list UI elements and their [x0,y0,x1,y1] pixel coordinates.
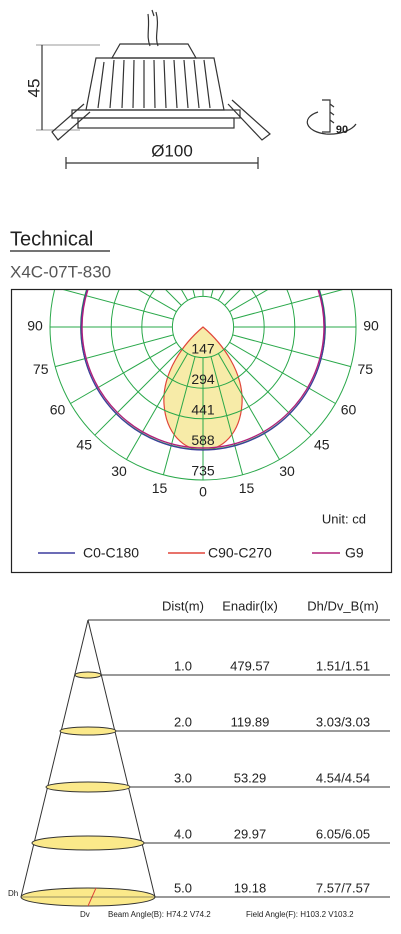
table-cell: 2.0 [174,714,192,729]
polar-labels: 90 75 60 45 30 15 15 30 45 60 75 90 0 147 294 441 588 735 [27,318,379,500]
table-cell: 479.57 [230,658,270,673]
polar-spoke [232,334,351,368]
beam-spot [31,835,145,851]
angle-label: 90 [27,318,43,334]
intensity-label: 441 [191,402,215,418]
polar-spoke [55,334,174,368]
angle-label: 60 [341,402,357,418]
angle-label: 60 [50,402,66,418]
dv-label: Dv [80,910,90,919]
height-label: 45 [24,79,43,98]
legend: C0-C180 C90-C270 G9 [38,545,364,561]
lamp-top [110,43,198,59]
light-cone [20,619,156,898]
illuminance-table: Dist(m) Enadir(lx) Dh/Dv_B(m) 1.0 479.57 1.51… [20,598,390,907]
angle-label: 30 [111,463,127,479]
intensity-label: 147 [191,340,215,356]
angle-label: 15 [239,480,255,496]
tilt-icon [322,99,335,133]
legend-label: G9 [345,545,364,561]
table-cell: 6.05/6.05 [316,826,370,841]
legend-label: C0-C180 [83,545,139,561]
table-cell: 1.51/1.51 [316,658,370,673]
angle-label: 75 [357,361,373,377]
polar-spoke [224,290,241,306]
table-cell: 7.57/7.57 [316,880,370,895]
angle-label: 0 [199,484,207,500]
angle-label: 30 [279,463,295,479]
polar-frame [10,288,393,574]
table-cell: 119.89 [231,714,270,729]
polar-spoke [70,341,177,404]
fins [97,59,211,109]
polar-spoke [126,353,189,460]
legend-label: C90-C270 [208,545,272,561]
table-cell: 3.03/3.03 [316,714,370,729]
intensity-label: 294 [191,371,215,387]
beam-spot [74,671,102,679]
polar-spoke [217,290,225,301]
table-cell: 4.0 [174,826,192,841]
beam-angle: Beam Angle(B): H74.2 V74.2 [108,910,211,919]
angle-label: 15 [152,480,168,496]
intensity-label: 588 [191,432,215,448]
angle-label: 90 [363,318,379,334]
unit-label: Unit: cd [322,511,366,526]
table-cell: 19.18 [234,880,267,895]
table-cell: 29.97 [234,826,267,841]
angle-label: 75 [33,361,49,377]
wires [147,9,159,47]
column-header: Dist(m) [162,598,204,613]
polar-spoke [232,290,344,320]
polar-spoke [62,290,174,320]
tilt-label: 90 [336,124,348,136]
dh-label: Dh [8,889,18,898]
polar-spoke [210,290,214,298]
intensity-label: 735 [191,463,215,479]
product-drawing [36,9,357,169]
polar-spoke [137,290,177,313]
column-header: Dh/Dv_B(m) [307,598,379,613]
angle-label: 45 [314,436,330,452]
table-cell: 3.0 [174,770,192,785]
c0-distribution [80,290,326,451]
tilt-arrow [306,111,357,135]
polar-spoke [165,290,182,306]
table-cell: 5.0 [174,880,192,895]
trim [77,117,235,129]
model-code: X4C-07T-830 [10,262,111,281]
beam-spot [59,726,117,736]
field-angle: Field Angle(F): H103.2 V103.2 [246,910,354,919]
g9-distribution [81,290,325,449]
polar-spoke [224,348,312,436]
polar-spoke [217,353,280,460]
table-cell: 1.0 [174,658,192,673]
flange [71,109,241,119]
section-title: Technical [10,228,93,250]
spring-clips [51,99,271,141]
polar-spoke [94,348,182,436]
polar-spoke [162,356,196,475]
angle-label: 45 [76,436,92,452]
column-header: Enadir(lx) [222,598,278,613]
polar-spoke [181,290,189,301]
polar-spoke [192,290,196,298]
polar-spoke [229,290,269,313]
polar-plot [49,290,357,481]
beam-spot [45,781,131,793]
diameter-label: Ø100 [151,141,193,160]
table-cell: 53.29 [234,770,267,785]
polar-spoke [210,356,244,475]
polar-spoke [229,341,336,404]
table-cell: 4.54/4.54 [316,770,370,785]
